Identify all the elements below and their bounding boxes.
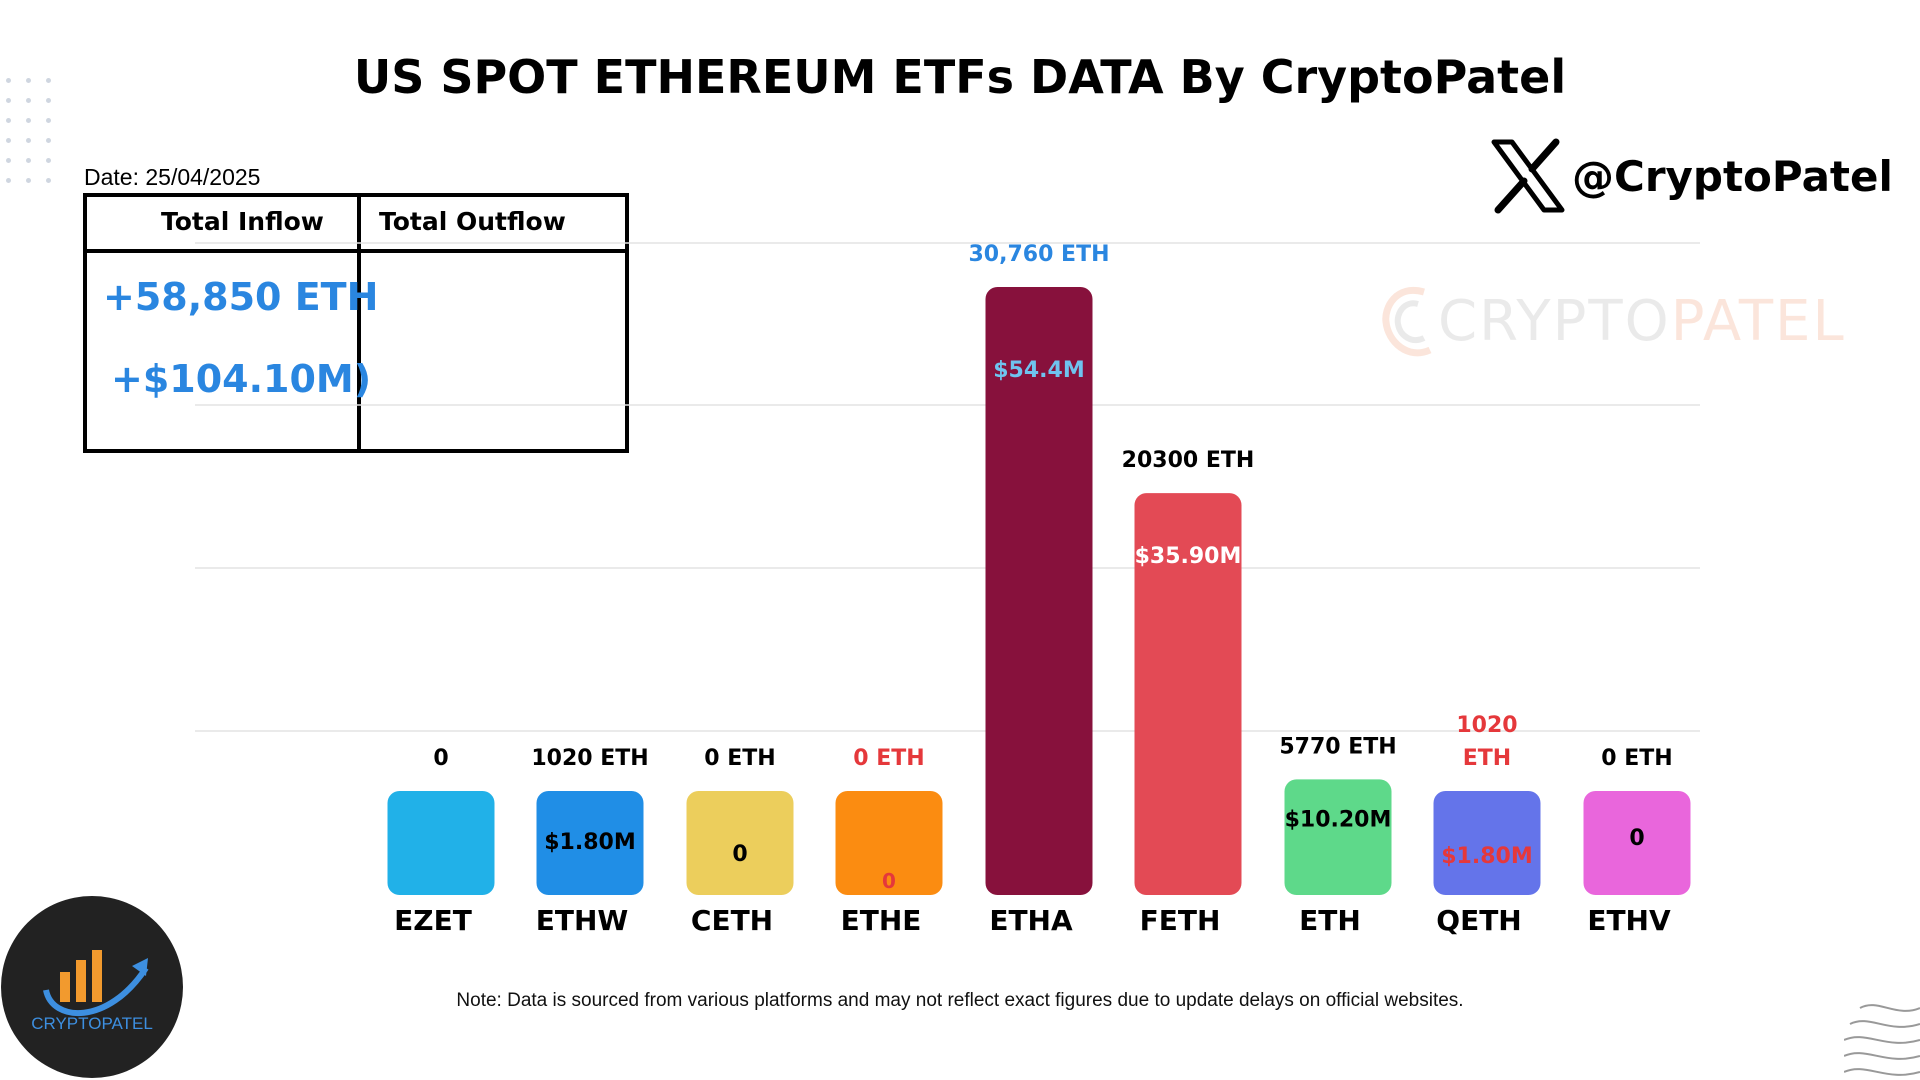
inner-label-etha: $54.4M xyxy=(993,358,1084,383)
inner-label-feth: $35.90M xyxy=(1135,544,1242,569)
table-divider-horizontal xyxy=(87,249,625,253)
etf-bar-chart: 0 EZET 1020 ETH $1.80M ETHW 0 ETH 0 CETH 0 ETH 0 E… xyxy=(195,242,1700,937)
inner-label-ethv: 0 xyxy=(1629,826,1644,851)
bar-ethw xyxy=(536,791,644,895)
bar-ceth xyxy=(686,791,794,895)
total-inflow-header: Total Inflow xyxy=(161,207,324,236)
top-label-qeth: ETH xyxy=(1463,746,1511,771)
watermark-part-2: PATEL xyxy=(1670,288,1846,354)
logo-arrow-icon xyxy=(132,958,148,976)
x-tick-ethw: ETHW xyxy=(536,904,629,937)
bar-feth xyxy=(1134,493,1242,895)
total-inflow-usd: +$104.10M) xyxy=(111,357,372,401)
top-label-ethv: 0 ETH xyxy=(1601,746,1672,771)
top-label-etha: 30,760 ETH xyxy=(968,242,1109,267)
chart-title: US SPOT ETHEREUM ETFs DATA By CryptoPate… xyxy=(353,50,1567,104)
decorative-waves xyxy=(1844,1004,1920,1076)
bar-ethv xyxy=(1583,791,1691,895)
bar-ezet xyxy=(387,791,495,895)
inner-label-ethw: $1.80M xyxy=(544,830,635,855)
bar-ethe xyxy=(835,791,943,895)
footnote: Note: Data is sourced from various platf… xyxy=(456,990,1464,1011)
total-inflow-eth: +58,850 ETH xyxy=(103,275,379,319)
x-tick-etha: ETHA xyxy=(989,904,1073,937)
x-tick-ceth: CETH xyxy=(691,904,773,937)
twitter-handle[interactable]: @CryptoPatel xyxy=(1490,138,1893,214)
top-label-ceth: 0 ETH xyxy=(704,746,775,771)
inner-label-eth: $10.20M xyxy=(1285,807,1392,832)
total-outflow-header: Total Outflow xyxy=(379,207,566,236)
top-label-ezet: 0 xyxy=(433,746,448,771)
x-tick-eth: ETH xyxy=(1299,904,1361,937)
twitter-handle-text: @CryptoPatel xyxy=(1572,151,1893,201)
bar-etha xyxy=(985,287,1093,895)
flow-summary-table: Total Inflow Total Outflow +58,850 ETH +… xyxy=(83,193,629,453)
table-divider-vertical xyxy=(357,197,361,449)
top-label-feth: 20300 ETH xyxy=(1122,448,1255,473)
logo-swoosh-icon xyxy=(43,966,149,1017)
bar-qeth xyxy=(1433,791,1541,895)
x-tick-feth: FETH xyxy=(1140,904,1221,937)
date-label: Date: 25/04/2025 xyxy=(84,164,261,190)
watermark-part-1: CRYPTO xyxy=(1438,288,1671,354)
inner-label-qeth: $1.80M xyxy=(1441,844,1532,869)
inner-label-ceth: 0 xyxy=(732,842,747,867)
top-label-ethw: 1020 ETH xyxy=(531,746,648,771)
watermark-logo-icon xyxy=(1382,286,1432,357)
x-tick-ethe: ETHE xyxy=(841,904,922,937)
logo-text: CRYPTOPATEL xyxy=(31,1014,153,1033)
top-label-qeth: 1020 xyxy=(1456,713,1517,738)
inner-label-ethe: 0 xyxy=(882,869,896,893)
top-label-ethe: 0 ETH xyxy=(853,746,924,771)
x-tick-qeth: QETH xyxy=(1436,904,1521,937)
bar-eth xyxy=(1284,779,1392,895)
x-tick-ezet: EZET xyxy=(394,904,472,937)
cryptopatel-logo: CRYPTOPATEL xyxy=(1,896,183,1078)
top-label-eth: 5770 ETH xyxy=(1279,734,1396,759)
x-logo-icon xyxy=(1491,138,1565,214)
x-tick-ethv: ETHV xyxy=(1587,904,1671,937)
brand-watermark: CRYPTOPATEL xyxy=(1378,278,1846,364)
watermark-text: CRYPTOPATEL xyxy=(1438,289,1846,354)
